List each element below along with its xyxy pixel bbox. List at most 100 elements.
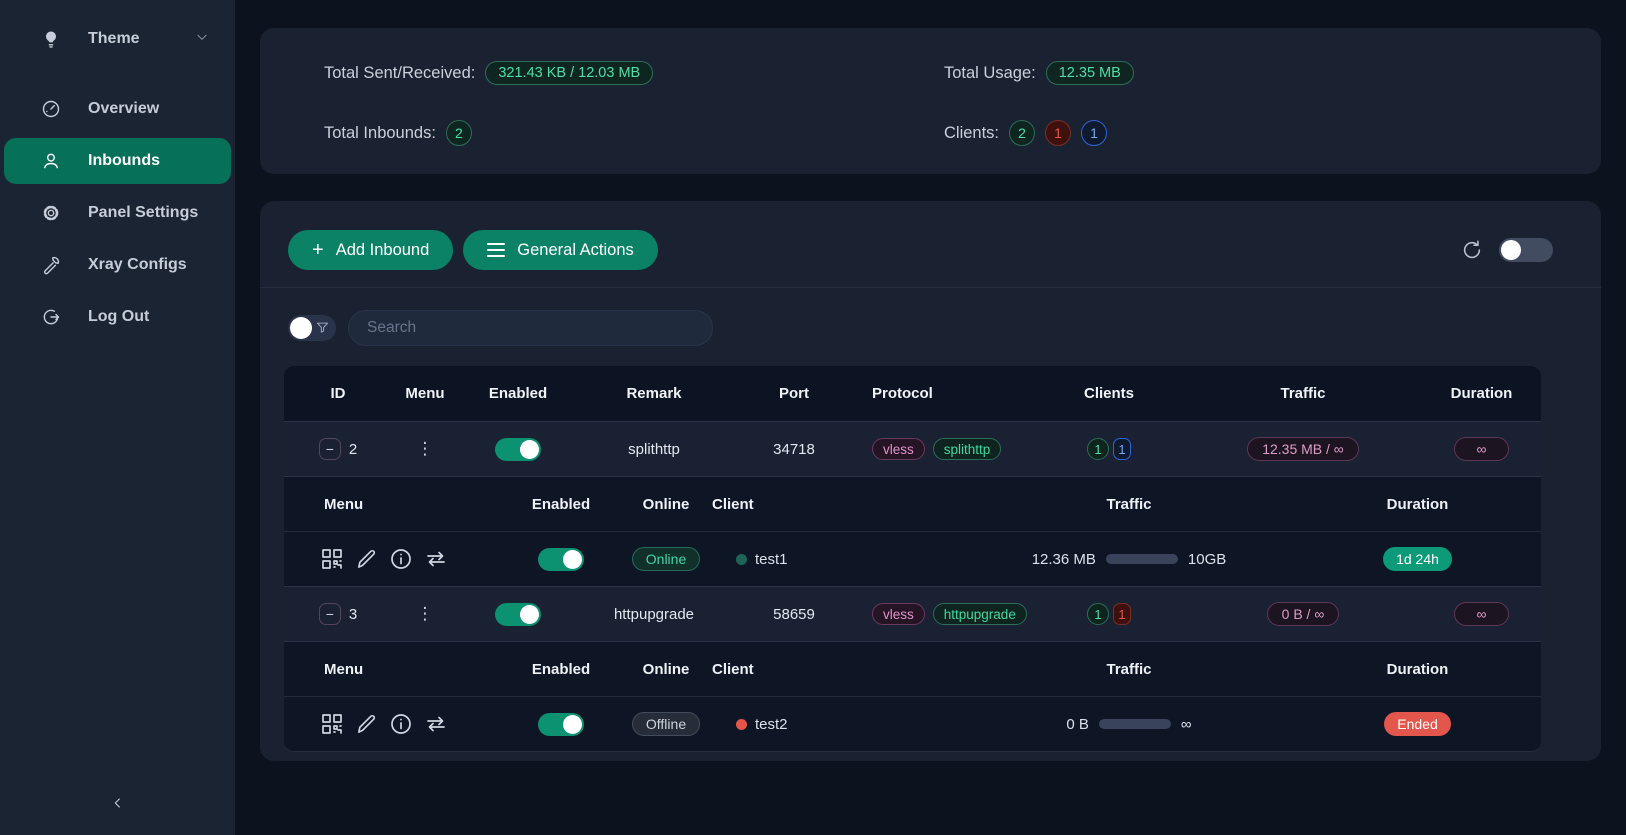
clients-active-badge: 2 bbox=[1009, 120, 1036, 146]
reset-traffic-icon[interactable] bbox=[424, 712, 448, 736]
client-count-active: 1 bbox=[1087, 438, 1109, 460]
sidebar-item-label: Panel Settings bbox=[88, 204, 199, 221]
client-traffic-bar bbox=[1105, 554, 1178, 564]
toolbar-divider bbox=[260, 287, 1601, 288]
edit-icon[interactable] bbox=[355, 713, 378, 736]
col-remark: Remark bbox=[626, 385, 682, 402]
inbound-port: 34718 bbox=[773, 440, 815, 458]
col-enabled: Enabled bbox=[488, 385, 548, 402]
reset-traffic-icon[interactable] bbox=[424, 547, 448, 571]
inbound-id: 3 bbox=[348, 605, 358, 623]
sidebar: Theme Overview Inbounds Panel Settings X… bbox=[0, 0, 235, 835]
col-menu: Menu bbox=[405, 385, 445, 402]
inbound-remark: httpupgrade bbox=[613, 605, 695, 623]
client-status-badge: Online bbox=[631, 546, 701, 571]
add-inbound-button[interactable]: + Add Inbound bbox=[288, 230, 454, 270]
sidebar-item-label: Log Out bbox=[88, 308, 150, 325]
gauge-icon bbox=[40, 98, 62, 120]
refresh-icon[interactable] bbox=[1461, 239, 1483, 261]
client-count-depleted: 1 bbox=[1113, 603, 1131, 625]
clients-depleted-badge: 1 bbox=[1045, 120, 1072, 146]
main-content: Total Sent/Received: 321.43 KB / 12.03 M… bbox=[235, 0, 1626, 835]
inbounds-table: ID Menu Enabled Remark Port Protocol Cli… bbox=[284, 366, 1541, 752]
client-online-dot bbox=[736, 718, 747, 730]
sidebar-item-panel-settings[interactable]: Panel Settings bbox=[4, 190, 231, 236]
inbounds-panel: + Add Inbound General Actions bbox=[260, 201, 1601, 761]
info-icon[interactable] bbox=[389, 547, 413, 571]
funnel-icon bbox=[315, 320, 330, 340]
sidebar-item-label: Inbounds bbox=[88, 152, 160, 169]
sidebar-item-label: Theme bbox=[88, 30, 140, 47]
total-sent-received-label: Total Sent/Received: bbox=[324, 63, 476, 82]
inbound-enabled-toggle[interactable] bbox=[495, 437, 541, 461]
user-icon bbox=[40, 150, 62, 172]
transport-tag: httpupgrade bbox=[932, 603, 1027, 625]
edit-icon[interactable] bbox=[355, 548, 378, 571]
client-count-online: 1 bbox=[1113, 438, 1131, 460]
wrench-icon bbox=[40, 254, 62, 276]
collapse-row-button[interactable]: − bbox=[318, 438, 341, 460]
client-traffic-limit: 10GB bbox=[1187, 550, 1227, 568]
qr-code-icon[interactable] bbox=[320, 712, 344, 736]
client-online-dot bbox=[736, 553, 747, 565]
total-inbounds-value: 2 bbox=[445, 120, 472, 146]
client-name: test2 bbox=[755, 715, 788, 733]
sidebar-item-inbounds[interactable]: Inbounds bbox=[4, 138, 231, 184]
subcol-client: Client bbox=[712, 495, 754, 513]
client-header-row: Menu Enabled Online Client Traffic Durat… bbox=[284, 641, 1541, 696]
search-input[interactable] bbox=[348, 310, 713, 346]
inbound-port: 58659 bbox=[773, 605, 815, 623]
sidebar-item-theme[interactable]: Theme bbox=[4, 16, 231, 62]
client-traffic-bar bbox=[1098, 719, 1171, 729]
client-traffic-limit: ∞ bbox=[1180, 715, 1192, 733]
gear-icon bbox=[40, 202, 62, 224]
qr-code-icon[interactable] bbox=[320, 547, 344, 571]
sidebar-item-log-out[interactable]: Log Out bbox=[4, 294, 231, 340]
inbound-traffic: 0 B / ∞ bbox=[1266, 601, 1340, 626]
protocol-tag: vless bbox=[872, 438, 925, 460]
logout-icon bbox=[40, 306, 62, 328]
clients-online-badge: 1 bbox=[1081, 120, 1108, 146]
inbound-id: 2 bbox=[348, 440, 358, 458]
client-enabled-toggle[interactable] bbox=[538, 547, 584, 571]
total-usage-value: 12.35 MB bbox=[1045, 61, 1134, 85]
row-menu-button[interactable]: ⋮ bbox=[416, 604, 434, 623]
sidebar-item-overview[interactable]: Overview bbox=[4, 86, 231, 132]
sidebar-item-label: Xray Configs bbox=[88, 256, 187, 273]
transport-tag: splithttp bbox=[932, 438, 1002, 460]
client-row: Offline test2 0 B ∞ Ended bbox=[284, 696, 1541, 751]
filter-toggle[interactable] bbox=[288, 315, 336, 341]
info-icon[interactable] bbox=[389, 712, 413, 736]
subcol-online: Online bbox=[642, 495, 690, 513]
col-protocol: Protocol bbox=[872, 385, 933, 402]
subcol-menu: Menu bbox=[324, 495, 364, 513]
protocol-tag: vless bbox=[872, 603, 925, 625]
general-actions-button[interactable]: General Actions bbox=[463, 230, 658, 270]
sidebar-item-label: Overview bbox=[88, 100, 160, 117]
col-clients: Clients bbox=[1083, 385, 1134, 402]
inbound-row: − 3 ⋮ httpupgrade 58659 vless httpupgrad… bbox=[284, 586, 1541, 641]
client-enabled-toggle[interactable] bbox=[538, 712, 584, 736]
subcol-enabled: Enabled bbox=[531, 495, 591, 513]
col-traffic: Traffic bbox=[1280, 385, 1326, 402]
client-traffic-used: 12.36 MB bbox=[1031, 550, 1096, 568]
client-count-active: 1 bbox=[1087, 603, 1109, 625]
total-usage-label: Total Usage: bbox=[944, 63, 1036, 82]
sidebar-collapse-button[interactable] bbox=[0, 794, 235, 817]
row-menu-button[interactable]: ⋮ bbox=[416, 439, 434, 458]
table-header-row: ID Menu Enabled Remark Port Protocol Cli… bbox=[284, 366, 1541, 421]
auto-refresh-toggle[interactable] bbox=[1499, 238, 1553, 262]
total-sent-received-value: 321.43 KB / 12.03 MB bbox=[485, 61, 654, 85]
collapse-row-button[interactable]: − bbox=[318, 603, 341, 625]
subcol-traffic: Traffic bbox=[1106, 495, 1152, 513]
inbound-traffic: 12.35 MB / ∞ bbox=[1247, 436, 1359, 461]
client-status-badge: Offline bbox=[631, 711, 701, 736]
inbound-enabled-toggle[interactable] bbox=[495, 602, 541, 626]
inbound-row: − 2 ⋮ splithttp 34718 vless splithttp 1 … bbox=[284, 421, 1541, 476]
inbound-duration: ∞ bbox=[1453, 601, 1510, 626]
client-duration-badge: 1d 24h bbox=[1383, 546, 1452, 571]
clients-label: Clients: bbox=[944, 123, 1000, 142]
client-header-row: Menu Enabled Online Client Traffic Durat… bbox=[284, 476, 1541, 531]
sidebar-item-xray-configs[interactable]: Xray Configs bbox=[4, 242, 231, 288]
subcol-duration: Duration bbox=[1386, 495, 1449, 513]
